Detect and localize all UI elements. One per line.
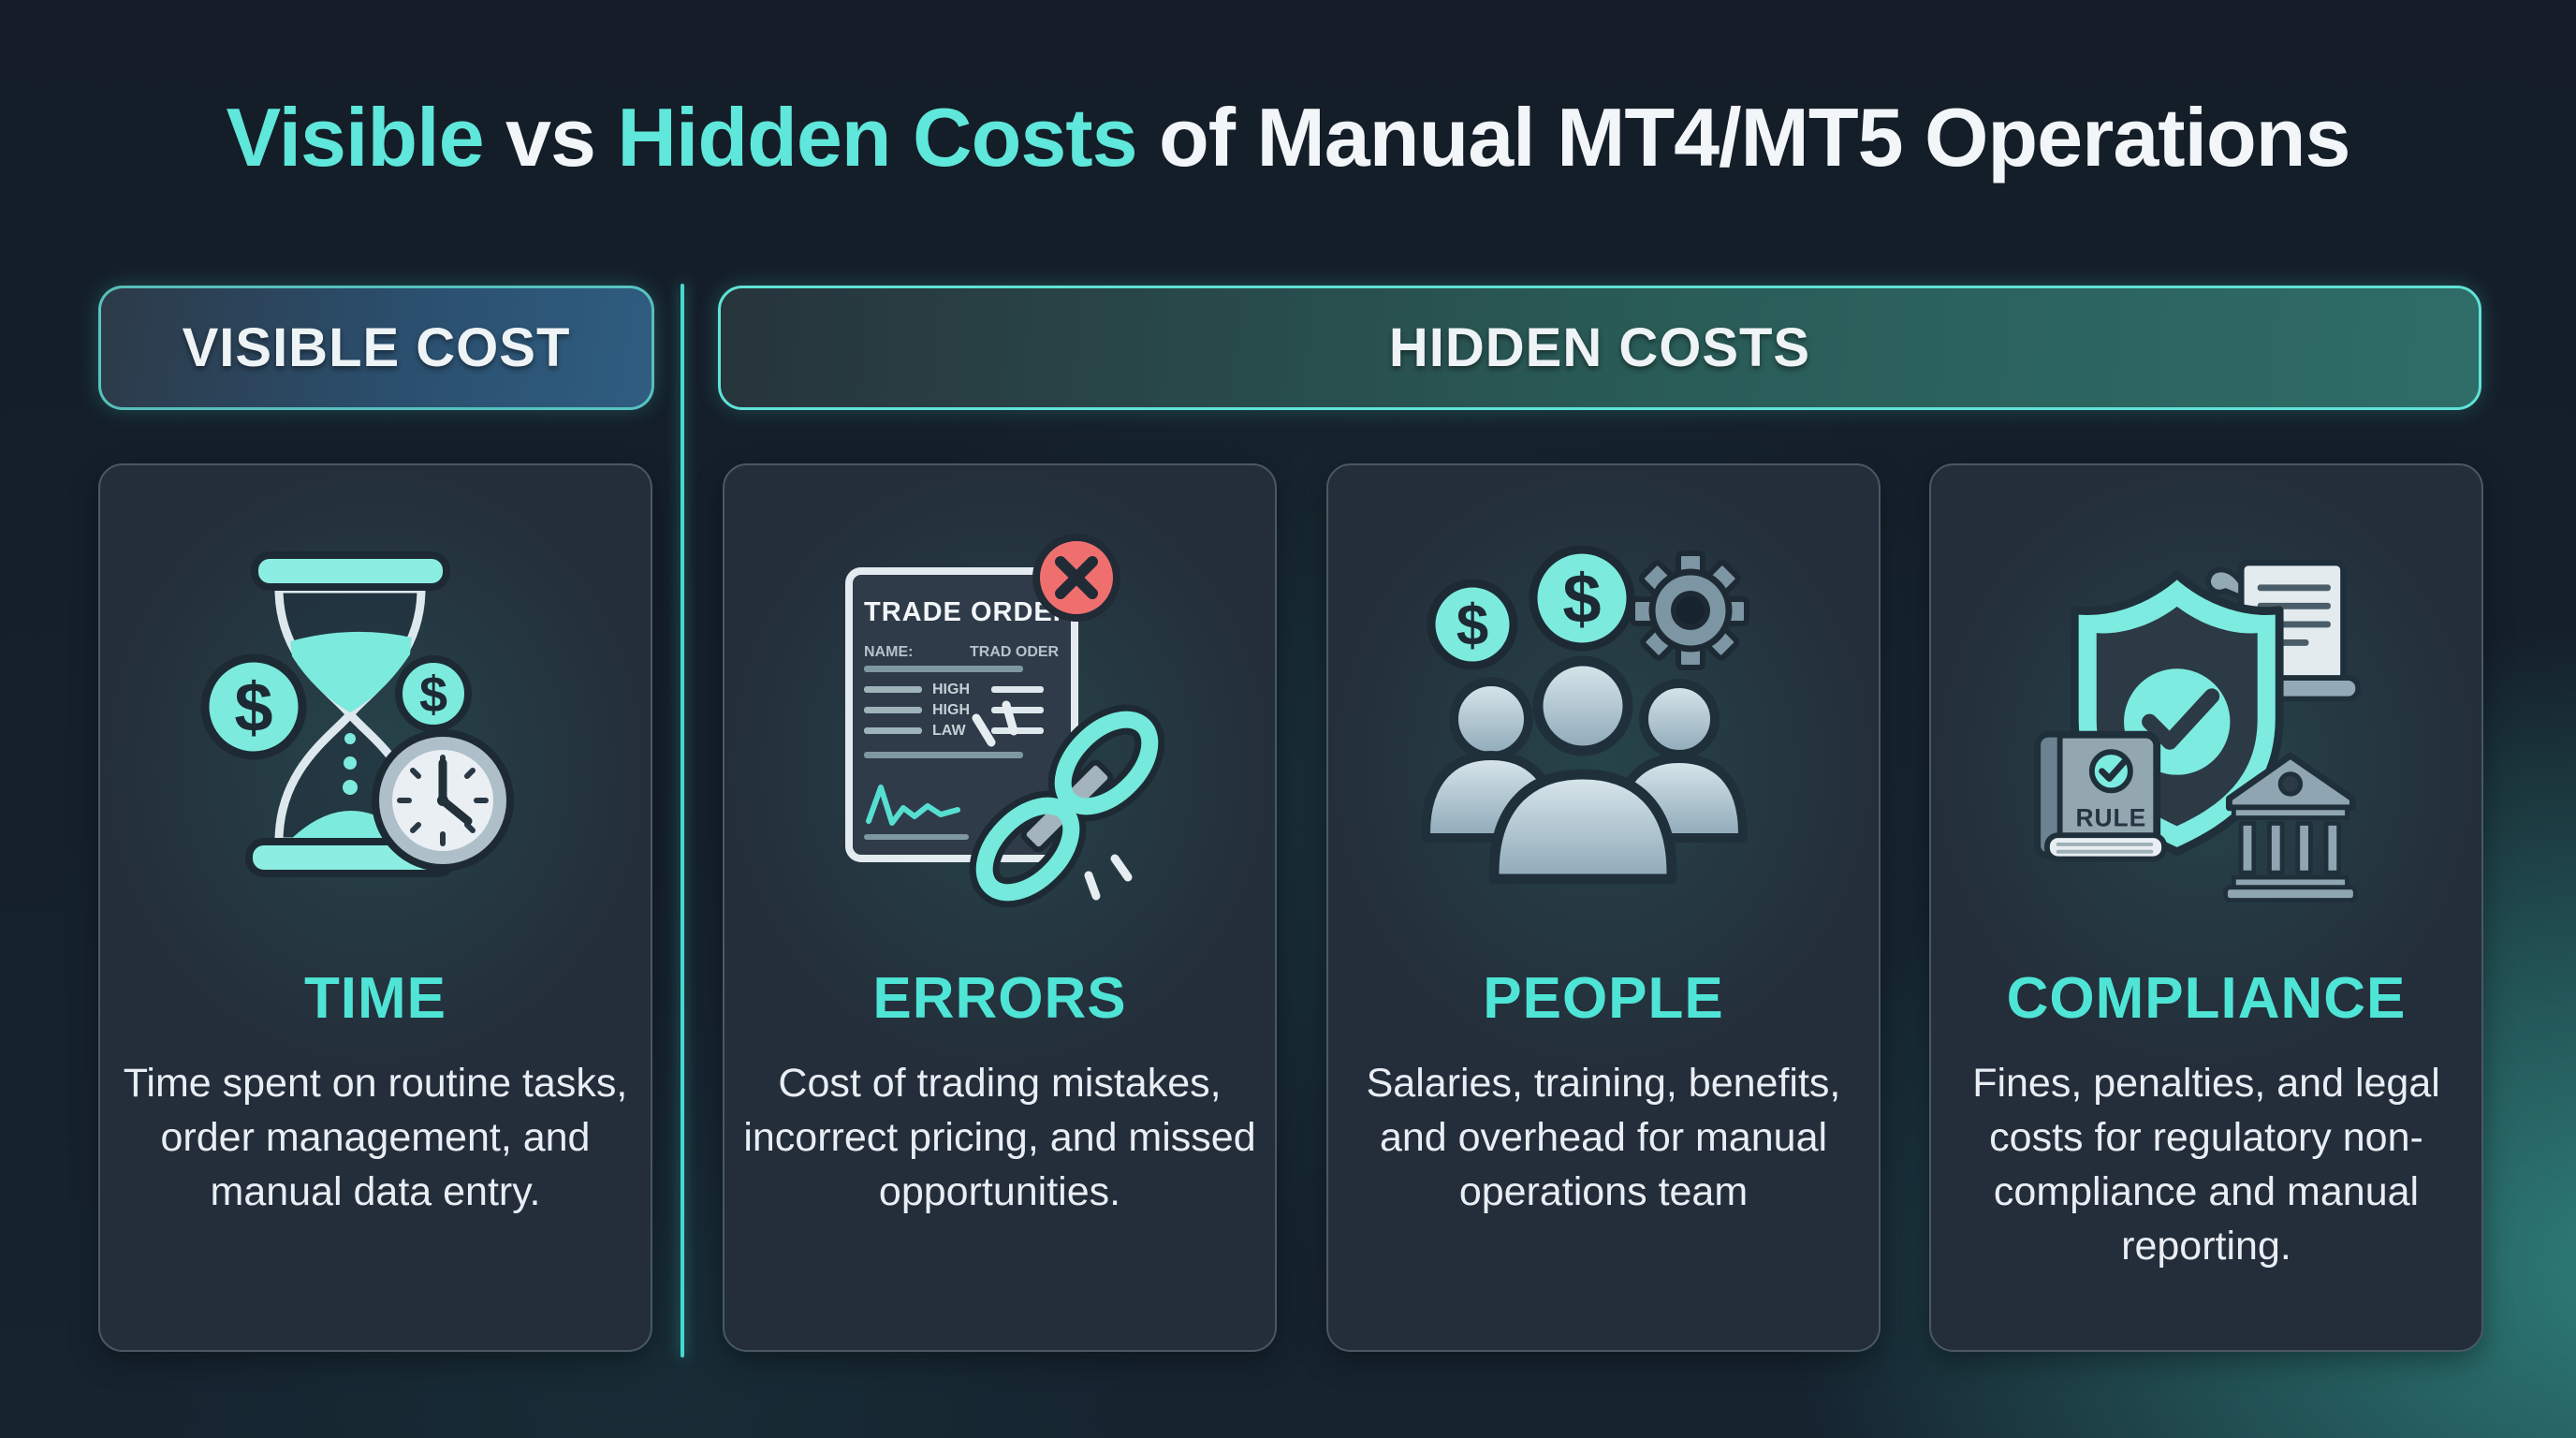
- svg-text:$: $: [234, 668, 272, 746]
- clock-icon: [372, 729, 514, 872]
- dollar-coin-icon: $: [200, 653, 307, 760]
- svg-text:TRADE ORDER: TRADE ORDER: [864, 597, 1074, 627]
- hidden-costs-header-label: HIDDEN COSTS: [1388, 317, 1811, 378]
- hourglass-top-cap: [251, 551, 450, 591]
- hidden-costs-header: HIDDEN COSTS: [718, 286, 2481, 410]
- team-silhouettes: [1421, 655, 1748, 885]
- sparkline: [866, 785, 960, 826]
- card-desc-errors: Cost of trading mistakes, incorrect pric…: [743, 1061, 1256, 1214]
- svg-text:LAW: LAW: [932, 723, 966, 739]
- title-segment-hidden-costs: Hidden Costs: [617, 91, 1137, 183]
- bank-building-icon: [2223, 752, 2358, 902]
- error-x-icon: [1032, 534, 1120, 622]
- dollar-coin-icon: $: [395, 655, 472, 732]
- page-title: Visible vs Hidden Costs of Manual MT4/MT…: [0, 90, 2576, 185]
- card-desc-people: Salaries, training, benefits, and overhe…: [1366, 1061, 1841, 1214]
- card-title-people: PEOPLE: [1483, 966, 1724, 1031]
- card-title-compliance: COMPLIANCE: [2006, 966, 2407, 1031]
- card-people: $ $: [1326, 463, 1881, 1352]
- svg-text:$: $: [1562, 560, 1601, 638]
- break-spark-lines: [972, 700, 1133, 901]
- trade-order-error-icon: TRADE ORDER NAME: TRAD ODER HIGH HIGH LA…: [845, 534, 1165, 908]
- svg-text:HIGH: HIGH: [932, 682, 970, 697]
- dollar-coin-icon: $: [1529, 545, 1635, 652]
- broken-chain-icon: [969, 700, 1165, 908]
- title-segment-rest: of Manual MT4/MT5 Operations: [1136, 91, 2351, 183]
- svg-text:NAME:: NAME:: [864, 644, 913, 660]
- hourglass-money-clock-icon: $ $: [200, 551, 514, 877]
- section-divider-line: [681, 284, 684, 1357]
- dollar-coin-icon: $: [1427, 579, 1518, 670]
- rule-book-icon: RULE: [2034, 730, 2167, 862]
- card-time: $ $: [98, 463, 652, 1352]
- visible-cost-header: VISIBLE COST: [98, 286, 654, 410]
- card-desc-compliance: Fines, penalties, and legal costs for re…: [1972, 1061, 2440, 1269]
- card-desc-time: Time spent on routine tasks, order manag…: [123, 1061, 628, 1214]
- card-title-time: TIME: [303, 966, 447, 1031]
- shield-rulebook-bank-icon: RULE: [2034, 559, 2362, 902]
- title-segment-vs: vs: [483, 91, 618, 183]
- gear-icon: [1630, 550, 1749, 670]
- trade-order-document: TRADE ORDER NAME: TRAD ODER HIGH HIGH LA…: [845, 567, 1078, 862]
- svg-text:$: $: [1456, 594, 1488, 658]
- card-errors: TRADE ORDER NAME: TRAD ODER HIGH HIGH LA…: [723, 463, 1277, 1352]
- card-compliance: RULE COMPLIANCE Fines, penalties, and le…: [1929, 463, 2483, 1352]
- team-salary-gear-icon: $ $: [1421, 545, 1749, 885]
- title-segment-visible: Visible: [226, 91, 484, 183]
- svg-text:TRAD ODER: TRAD ODER: [970, 644, 1060, 660]
- card-title-errors: ERRORS: [872, 966, 1127, 1031]
- svg-text:RULE: RULE: [2076, 803, 2147, 831]
- svg-text:$: $: [419, 667, 447, 723]
- svg-text:HIGH: HIGH: [932, 702, 970, 718]
- visible-cost-header-label: VISIBLE COST: [182, 317, 571, 378]
